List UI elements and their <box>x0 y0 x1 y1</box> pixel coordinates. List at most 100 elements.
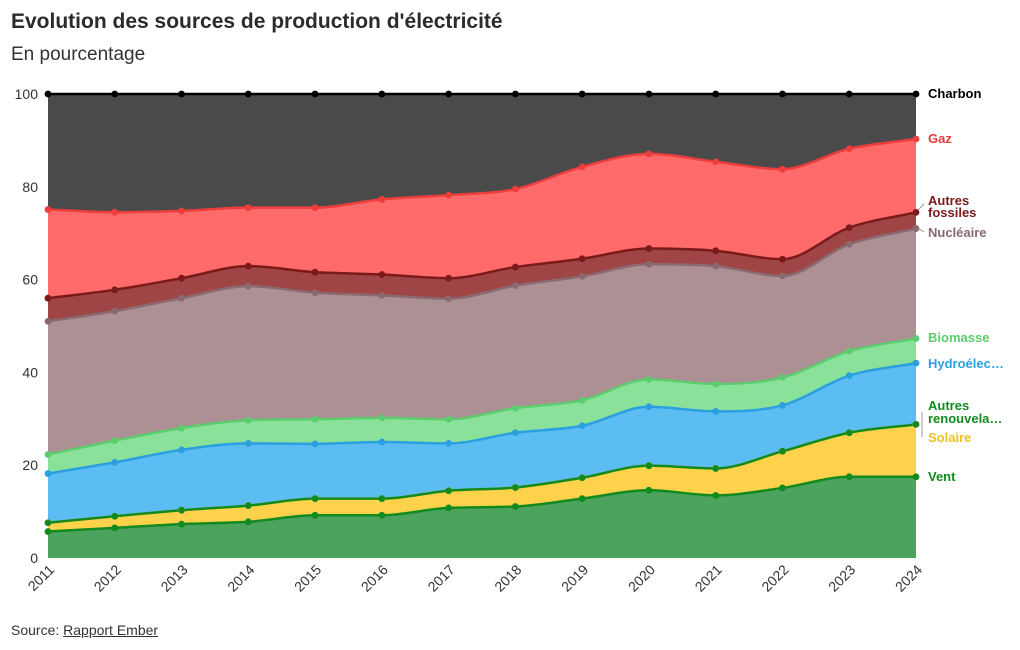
point-autres-renouvelables-2018 <box>511 484 519 491</box>
point-autres-renouvelables-2022 <box>779 447 786 455</box>
point-biomasse-2022 <box>779 374 786 381</box>
point-vent-2021 <box>712 491 720 499</box>
point-biomasse-2024 <box>912 335 920 342</box>
point-charbon-2013 <box>178 90 185 98</box>
point-autres-fossiles-2017 <box>445 274 453 282</box>
point-gaz-2015 <box>311 204 319 212</box>
point-gaz-2022 <box>779 165 786 173</box>
point-autres-fossiles-2018 <box>511 263 519 271</box>
point-autres-renouvelables-2021 <box>712 465 720 472</box>
point-autres-renouvelables-2012 <box>111 512 119 520</box>
point-autres-renouvelables-2011 <box>44 519 52 527</box>
label-solaire: Solaire <box>928 430 971 445</box>
point-autres-fossiles-2022 <box>779 255 786 263</box>
point-hydroelectrique-2014 <box>244 439 252 447</box>
x-tick-label: 2015 <box>291 561 324 594</box>
point-charbon-2016 <box>378 90 386 98</box>
point-hydroelectrique-2012 <box>111 459 119 466</box>
leader-line <box>917 227 925 233</box>
x-tick-label: 2021 <box>692 561 725 594</box>
point-gaz-2018 <box>511 185 519 193</box>
y-tick-label: 0 <box>30 550 38 566</box>
point-hydroelectrique-2013 <box>178 446 185 454</box>
label-biomasse: Biomasse <box>928 330 989 345</box>
source-link[interactable]: Rapport Ember <box>63 622 159 638</box>
label-nucleaire: Nucléaire <box>928 225 987 240</box>
x-tick-label: 2012 <box>91 561 124 594</box>
point-biomasse-2011 <box>44 451 52 458</box>
point-biomasse-2017 <box>445 415 453 423</box>
point-charbon-2022 <box>779 90 786 98</box>
chart-subtitle: En pourcentage <box>11 44 146 65</box>
point-charbon-2019 <box>578 90 586 98</box>
point-nucleaire-2022 <box>779 272 786 280</box>
point-hydroelectrique-2023 <box>845 372 853 380</box>
series-labels: VentSolaireAutresrenouvela…Hydroélec…Bio… <box>928 86 1004 484</box>
point-vent-2016 <box>378 511 386 519</box>
point-autres-fossiles-2012 <box>111 286 119 294</box>
area-biomasse <box>48 338 916 474</box>
chart-title: Evolution des sources de production d'él… <box>11 10 503 33</box>
point-hydroelectrique-2021 <box>712 407 720 415</box>
area-vent <box>48 476 916 558</box>
x-tick-label: 2013 <box>157 561 190 594</box>
point-nucleaire-2017 <box>445 295 453 303</box>
point-biomasse-2012 <box>111 437 119 445</box>
area-autres-fossiles <box>48 212 916 322</box>
x-tick-label: 2024 <box>892 561 925 594</box>
point-autres-renouvelables-2015 <box>311 495 319 503</box>
line-hydroelectrique <box>47 361 917 475</box>
point-hydroelectrique-2011 <box>44 470 52 477</box>
point-nucleaire-2011 <box>44 317 52 325</box>
area-nucleaire <box>48 228 916 455</box>
x-tick-label: 2018 <box>491 561 524 594</box>
point-nucleaire-2018 <box>511 282 519 290</box>
area-layers <box>48 94 916 558</box>
line-gaz <box>47 137 917 214</box>
point-gaz-2023 <box>845 145 853 153</box>
point-autres-fossiles-2015 <box>311 268 319 276</box>
y-tick-label: 40 <box>22 364 38 380</box>
point-charbon-2020 <box>645 90 653 98</box>
point-vent-2014 <box>244 518 252 526</box>
point-nucleaire-2023 <box>845 240 853 248</box>
point-biomasse-2013 <box>178 424 185 432</box>
line-nucleaire <box>47 227 917 323</box>
point-biomasse-2021 <box>712 380 720 388</box>
point-vent-2013 <box>178 520 185 528</box>
point-autres-fossiles-2021 <box>712 247 720 255</box>
point-hydroelectrique-2015 <box>311 440 319 448</box>
point-gaz-2024 <box>912 135 920 143</box>
point-hydroelectrique-2016 <box>378 438 386 446</box>
label-gaz: Gaz <box>928 131 952 146</box>
point-nucleaire-2020 <box>645 260 653 268</box>
point-gaz-2020 <box>645 150 653 158</box>
source-note: Source: Rapport Ember <box>11 622 158 638</box>
point-autres-renouvelables-2017 <box>445 487 453 495</box>
y-tick-label: 60 <box>22 272 38 288</box>
point-charbon-2018 <box>511 90 519 98</box>
y-tick-label: 100 <box>15 86 39 102</box>
point-autres-fossiles-2013 <box>178 274 185 282</box>
label-autres-renouvelables: renouvela… <box>928 411 1002 426</box>
point-gaz-2019 <box>578 163 586 171</box>
point-vent-2018 <box>511 503 519 510</box>
point-autres-renouvelables-2014 <box>244 502 252 509</box>
point-nucleaire-2019 <box>578 272 586 280</box>
point-vent-2012 <box>111 524 119 532</box>
point-charbon-2014 <box>244 90 252 98</box>
x-tick-label: 2023 <box>825 561 858 594</box>
point-nucleaire-2016 <box>378 291 386 299</box>
point-autres-renouvelables-2024 <box>912 420 920 428</box>
point-charbon-2017 <box>445 90 453 98</box>
point-autres-renouvelables-2016 <box>378 495 386 503</box>
label-autres-renouvelables: Autres <box>928 398 969 413</box>
label-vent: Vent <box>928 469 956 484</box>
point-gaz-2016 <box>378 195 386 203</box>
line-autres-renouvelables <box>47 423 917 524</box>
point-autres-fossiles-2011 <box>44 294 52 302</box>
point-nucleaire-2014 <box>244 282 252 290</box>
point-hydroelectrique-2018 <box>511 429 519 437</box>
point-autres-renouvelables-2023 <box>845 429 853 437</box>
x-tick-label: 2017 <box>424 561 457 594</box>
